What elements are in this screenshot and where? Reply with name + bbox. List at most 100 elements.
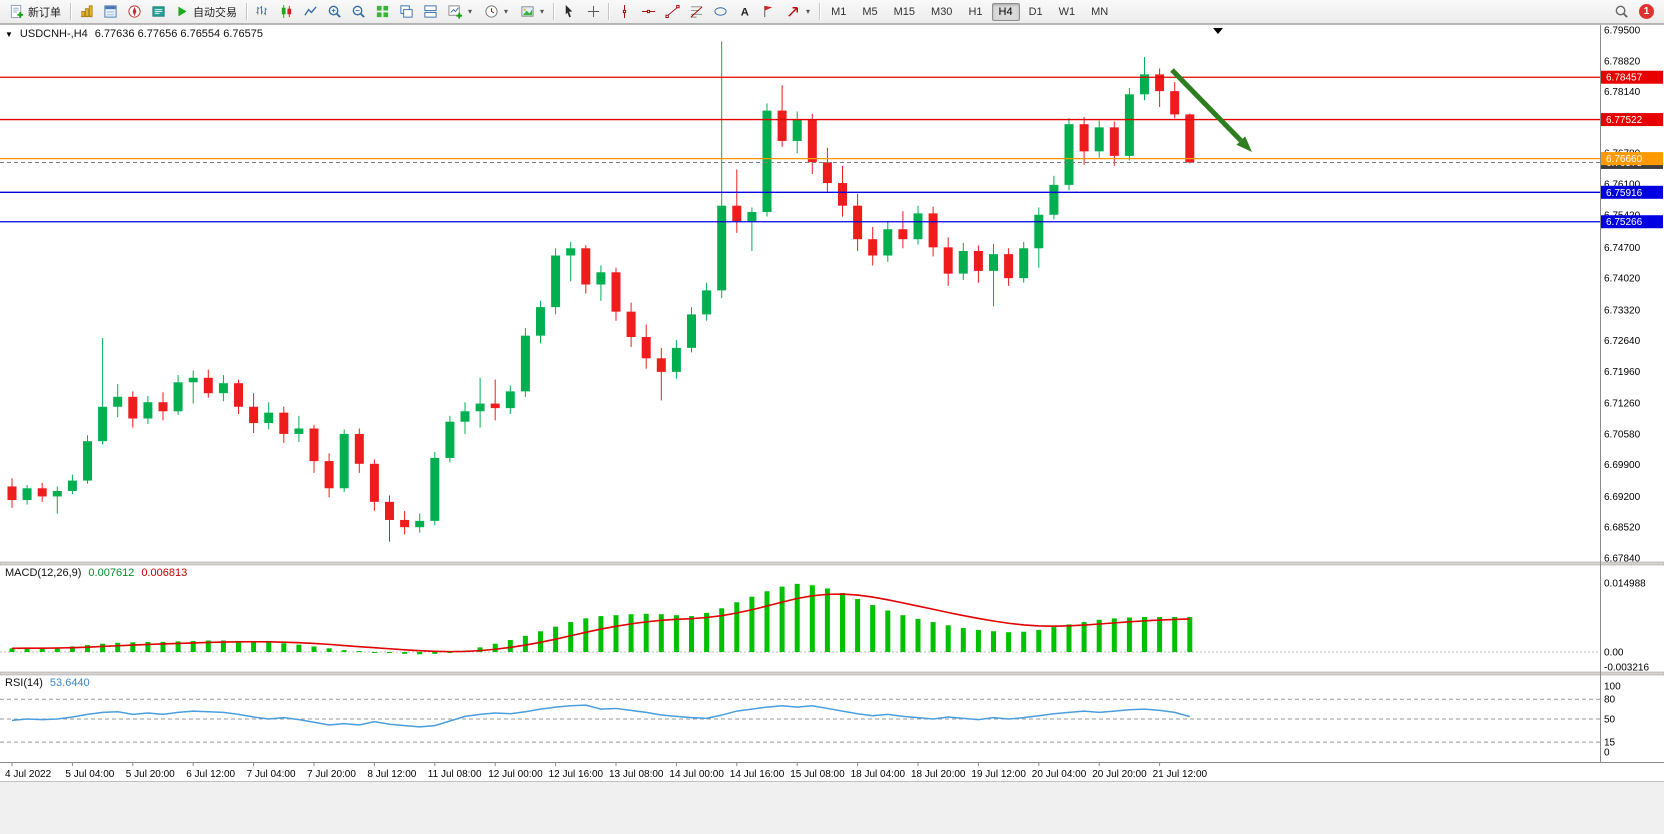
timeframe-m5-button[interactable]: M5 (862, 5, 878, 18)
timeframe-h1-button[interactable]: H1 (968, 5, 983, 18)
zoom-out-button[interactable] (346, 2, 370, 22)
timeframe-w1-button[interactable]: W1 (1058, 5, 1076, 18)
date-label: 18 Jul 04:00 (851, 769, 906, 780)
autotrading-button[interactable]: 自动交易 (170, 2, 243, 22)
template-button[interactable]: ▾ (514, 2, 550, 22)
market-watch-button[interactable] (74, 2, 98, 22)
text-button[interactable]: A (732, 2, 756, 22)
toolbar-separator (819, 3, 821, 20)
trend-arrow-annotation[interactable] (1170, 68, 1243, 143)
date-label: 12 Jul 16:00 (549, 769, 604, 780)
shapes-button[interactable] (708, 2, 732, 22)
navigator-button[interactable] (122, 2, 146, 22)
candle (596, 272, 606, 285)
macd-bar (628, 614, 634, 652)
clock-button[interactable]: ▾ (478, 2, 514, 22)
panel-separator[interactable] (0, 561, 1664, 566)
terminal-button[interactable] (146, 2, 170, 22)
price-chart[interactable]: 6.795006.788206.781406.774606.767806.761… (0, 24, 1664, 781)
macd-bar (749, 596, 755, 652)
candle (188, 377, 198, 383)
candle (792, 119, 802, 141)
cascade-windows-button[interactable] (394, 2, 418, 22)
vertical-line-button[interactable] (612, 2, 636, 22)
search-button[interactable] (1609, 2, 1633, 22)
navigator-icon (127, 4, 142, 19)
trendline-button[interactable] (660, 2, 684, 22)
macd-bar (341, 650, 347, 652)
macd-bar (115, 642, 121, 652)
date-label: 15 Jul 08:00 (790, 769, 845, 780)
new-chart-button[interactable]: ▾ (442, 2, 478, 22)
scroll-marker-icon[interactable] (1213, 28, 1223, 34)
chart-line-button[interactable] (298, 2, 322, 22)
text-label-icon (761, 4, 776, 19)
rsi-panel-label: RSI(14) 53.6440 (5, 677, 90, 689)
timeframe-mn-button[interactable]: MN (1091, 5, 1109, 18)
panel-separator[interactable] (0, 671, 1664, 676)
macd-bar (236, 640, 241, 652)
new-order-button[interactable]: 新订单 (3, 2, 67, 22)
candle (83, 441, 92, 481)
macd-bar (915, 618, 921, 652)
candle (747, 212, 757, 222)
horizontal-line-button[interactable] (636, 2, 660, 22)
macd-signal-value: 0.006813 (141, 567, 188, 579)
timeframe-m30-button[interactable]: M30 (931, 5, 953, 18)
arrows-button[interactable]: ▾ (780, 2, 816, 22)
macd-bar (311, 646, 317, 652)
macd-bar (54, 647, 60, 652)
tile-windows-button[interactable] (370, 2, 394, 22)
timeframe-m15-button[interactable]: M15 (893, 5, 916, 18)
new-chart-icon (448, 4, 463, 19)
fibonacci-button[interactable] (684, 2, 708, 22)
chart-candles-button[interactable] (274, 2, 298, 22)
macd-bar (522, 635, 528, 652)
candle (218, 383, 228, 394)
timeframe-m1-button[interactable]: M1 (831, 5, 847, 18)
macd-bar (1036, 629, 1042, 652)
chevron-down-icon: ▾ (540, 7, 545, 16)
candle (671, 347, 681, 372)
macd-bar (885, 610, 891, 652)
candle (369, 463, 379, 502)
candle (128, 396, 138, 419)
timeframe-h4-button[interactable]: H4 (991, 2, 1020, 21)
chart-area: 6.795006.788206.781406.774606.767806.761… (0, 24, 1664, 781)
one-click-trading-toggle[interactable]: ▼ (5, 29, 13, 39)
market-watch-icon (79, 4, 94, 19)
notification-badge[interactable]: 1 (1639, 4, 1654, 19)
macd-axis-label: -0.003216 (1604, 662, 1649, 673)
zoom-in-button[interactable] (322, 2, 346, 22)
macd-bar (85, 645, 90, 652)
date-label: 13 Jul 08:00 (609, 769, 664, 780)
cursor-button[interactable] (557, 2, 581, 22)
candle (1124, 94, 1134, 156)
bottom-area (0, 781, 1664, 834)
new-order-icon (9, 4, 24, 19)
chart-bars-button[interactable] (250, 2, 274, 22)
timeframe-d1-button[interactable]: D1 (1028, 5, 1043, 18)
crosshair-button[interactable] (581, 2, 605, 22)
macd-bar (39, 647, 45, 652)
price-tag (1601, 152, 1663, 166)
chart-line-icon (303, 4, 318, 19)
candle (415, 520, 425, 528)
toolbar-separator (608, 3, 610, 20)
search-icon (1614, 4, 1629, 19)
macd-bar (824, 588, 830, 652)
candle (324, 461, 334, 489)
candle (234, 383, 243, 407)
arrange-windows-button[interactable] (418, 2, 442, 22)
rsi-line (11, 704, 1191, 728)
price-axis-label: 6.69900 (1604, 460, 1641, 471)
macd-bar (704, 612, 710, 652)
candle (973, 250, 983, 271)
date-label: 20 Jul 04:00 (1032, 769, 1087, 780)
date-label: 21 Jul 12:00 (1153, 769, 1208, 780)
macd-bar (794, 583, 800, 652)
data-window-button[interactable] (98, 2, 122, 22)
macd-bar (160, 641, 166, 652)
text-label-button[interactable] (756, 2, 780, 22)
